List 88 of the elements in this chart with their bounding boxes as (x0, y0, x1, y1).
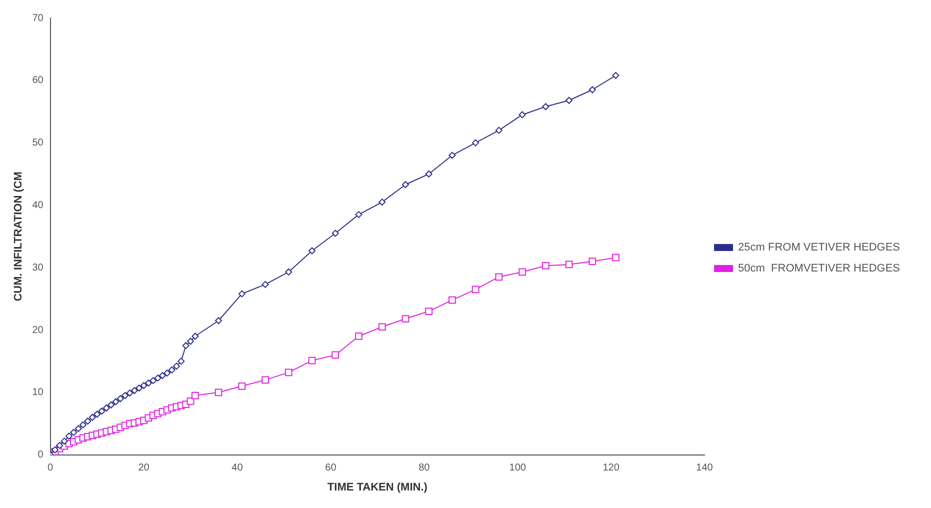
point (566, 96, 573, 104)
point (378, 198, 386, 206)
point (108, 401, 115, 408)
point (472, 139, 480, 146)
point (84, 418, 92, 425)
x-tick-label: 120 (602, 462, 620, 474)
point (308, 247, 316, 254)
point (332, 230, 339, 237)
point (215, 317, 222, 324)
x-tick-label: 60 (325, 462, 337, 474)
point (472, 286, 480, 294)
point (518, 268, 526, 276)
y-tick-label: 30 (32, 262, 44, 274)
point (285, 268, 292, 276)
point (66, 432, 73, 440)
y-tick-label: 70 (32, 12, 44, 24)
point (565, 260, 573, 268)
point (355, 211, 362, 218)
point (542, 262, 550, 270)
point (262, 376, 269, 384)
point (308, 356, 316, 364)
point (187, 338, 194, 345)
point (126, 390, 134, 397)
point (192, 392, 199, 400)
point (88, 414, 96, 421)
y-tick-label: 20 (32, 324, 44, 336)
x-axis-title: TIME TAKEN (MIN.) (327, 481, 428, 494)
point (355, 332, 362, 340)
y-tick-label: 60 (32, 75, 44, 86)
point (56, 442, 64, 449)
point (588, 86, 596, 94)
point (164, 370, 171, 377)
point (425, 308, 433, 315)
point (74, 425, 82, 432)
point (186, 397, 194, 405)
x-tick-label: 80 (418, 462, 430, 474)
point (542, 103, 550, 110)
point (448, 152, 456, 159)
point (150, 377, 157, 384)
point (495, 273, 503, 281)
y-tick-label: 0 (38, 450, 44, 461)
point (495, 126, 502, 134)
point (122, 392, 129, 400)
point (80, 421, 87, 428)
x-tick-label: 140 (696, 462, 714, 474)
point (332, 351, 340, 359)
point (612, 72, 620, 79)
point (448, 296, 456, 304)
point (518, 111, 526, 118)
point (192, 332, 199, 340)
point (158, 372, 166, 380)
point (144, 380, 152, 387)
y-tick-label: 50 (32, 138, 44, 149)
legend-label: 25cm FROM VETIVER HEDGES (738, 242, 900, 254)
point (172, 362, 180, 370)
point (98, 408, 106, 415)
x-tick-label: 0 (48, 462, 54, 474)
point (238, 290, 246, 298)
point (102, 404, 110, 412)
point (402, 315, 410, 322)
point (168, 366, 176, 374)
x-tick-label: 20 (138, 462, 150, 474)
point (140, 382, 148, 390)
legend-label: 50cm FROMVETIVER HEDGES (738, 262, 900, 275)
point (214, 388, 222, 396)
x-tick-label: 40 (232, 462, 244, 474)
point (70, 428, 78, 436)
y-tick-label: 40 (32, 200, 44, 211)
y-tick-label: 10 (32, 387, 44, 398)
point (378, 323, 386, 331)
x-tick-label: 100 (509, 462, 526, 474)
point (136, 384, 143, 392)
point (116, 395, 124, 402)
point (588, 258, 596, 266)
point (130, 387, 138, 394)
point (262, 280, 269, 288)
point (94, 410, 101, 418)
point (425, 170, 432, 178)
point (154, 374, 162, 382)
point (402, 181, 409, 188)
point (60, 438, 68, 445)
point (612, 254, 620, 262)
point (284, 368, 292, 376)
point (238, 382, 246, 390)
point (178, 358, 185, 365)
point (182, 342, 190, 350)
y-axis-title: CUM. INFILTRATION (CM (12, 172, 25, 302)
point (112, 398, 120, 406)
